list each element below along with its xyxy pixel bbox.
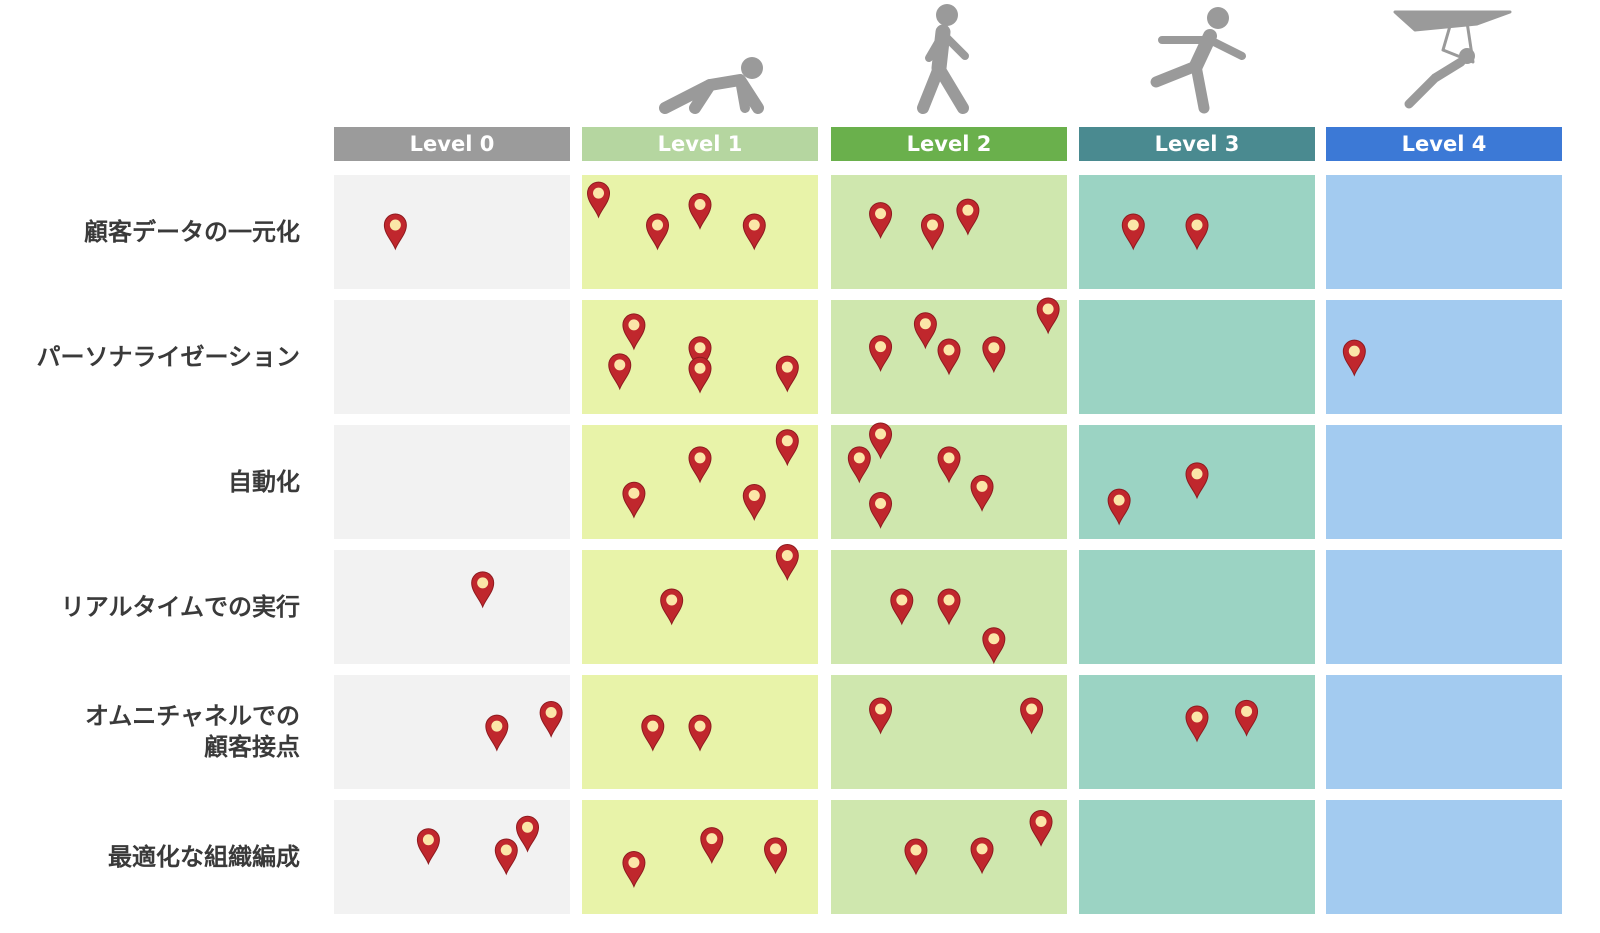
pin-r4-c2-5 — [1020, 697, 1044, 735]
pin-r2-c2-6 — [937, 446, 961, 484]
hang-glider-icon — [1393, 10, 1512, 109]
pin-r4-c1-2 — [641, 714, 665, 752]
pin-r2-c3-9 — [1107, 488, 1131, 526]
pin-r2-c1-0 — [622, 481, 646, 519]
level-header-1: Level 1 — [582, 127, 818, 161]
pin-r3-c2-3 — [890, 588, 914, 626]
pin-r1-c2-5 — [869, 335, 893, 373]
row-label-line: 最適化な組織編成 — [108, 842, 300, 871]
pin-r1-c1-0 — [622, 313, 646, 351]
pin-r5-c1-3 — [622, 851, 646, 888]
cell-r5-c2 — [831, 800, 1067, 914]
cell-r1-c4 — [1326, 300, 1562, 414]
pin-r0-c1-4 — [742, 213, 766, 251]
pin-r1-c2-7 — [937, 338, 961, 376]
pin-r3-c2-5 — [982, 627, 1006, 665]
pin-r1-c1-3 — [688, 356, 712, 394]
cell-r0-c1 — [582, 175, 818, 289]
cell-r0-c2 — [831, 175, 1067, 289]
pin-r4-c3-6 — [1185, 705, 1209, 743]
pin-r3-c0-0 — [471, 571, 495, 609]
row-label-line: パーソナライゼーション — [36, 342, 300, 371]
pin-r1-c1-4 — [775, 355, 799, 393]
pin-r2-c2-8 — [869, 492, 893, 529]
pin-r0-c2-5 — [869, 202, 893, 240]
pin-r2-c2-5 — [869, 422, 893, 460]
pin-r3-c2-4 — [937, 588, 961, 626]
pin-r1-c2-9 — [1036, 297, 1060, 335]
running-person-icon — [1150, 7, 1246, 114]
cell-r3-c4 — [1326, 550, 1562, 664]
pin-r4-c3-7 — [1235, 699, 1259, 737]
pin-r1-c1-1 — [608, 353, 632, 391]
cell-r5-c4 — [1326, 800, 1562, 914]
pin-r2-c2-7 — [970, 474, 994, 512]
pin-r1-c4-10 — [1342, 339, 1366, 377]
pin-r5-c1-5 — [764, 837, 788, 875]
pin-r4-c2-4 — [869, 697, 893, 735]
cell-r0-c4 — [1326, 175, 1562, 289]
level-header-4: Level 4 — [1326, 127, 1562, 161]
pin-r2-c1-1 — [688, 446, 712, 484]
cell-r5-c0 — [334, 800, 570, 914]
cell-r1-c3 — [1079, 300, 1315, 414]
pin-r0-c3-8 — [1121, 213, 1145, 251]
row-label-line: 顧客接点 — [204, 733, 300, 761]
pin-r2-c2-4 — [847, 446, 871, 484]
cell-r0-c0 — [334, 175, 570, 289]
pin-r2-c3-10 — [1185, 462, 1209, 500]
cell-r3-c0 — [334, 550, 570, 664]
pin-r0-c1-2 — [646, 213, 670, 251]
pin-r4-c1-3 — [688, 714, 712, 752]
pin-r0-c1-1 — [587, 181, 611, 219]
pin-r5-c0-0 — [416, 828, 440, 866]
row-label-4: オムニチャネルでの顧客接点 — [0, 675, 300, 789]
cell-r4-c4 — [1326, 675, 1562, 789]
cell-r5-c3 — [1079, 800, 1315, 914]
row-label-3: リアルタイムでの実行 — [0, 550, 300, 664]
row-label-line: オムニチャネルでの — [84, 702, 300, 730]
cell-r3-c3 — [1079, 550, 1315, 664]
pin-r5-c2-7 — [970, 837, 994, 875]
pin-r4-c0-0 — [485, 714, 509, 752]
pin-r1-c1-2 — [688, 336, 712, 374]
level-header-2: Level 2 — [831, 127, 1067, 161]
row-label-1: パーソナライゼーション — [0, 300, 300, 414]
pin-r5-c2-8 — [1029, 810, 1053, 847]
cell-r2-c4 — [1326, 425, 1562, 539]
pin-r5-c2-6 — [904, 838, 928, 876]
pin-r5-c0-1 — [494, 838, 518, 876]
pin-r2-c1-3 — [775, 429, 799, 467]
walking-person-icon — [917, 4, 969, 114]
pin-r0-c1-3 — [688, 193, 712, 230]
row-label-line: リアルタイムでの実行 — [60, 592, 300, 621]
row-label-0: 顧客データの一元化 — [0, 175, 300, 289]
level-header-3: Level 3 — [1079, 127, 1315, 161]
pin-r4-c0-1 — [539, 701, 563, 738]
cell-r4-c2 — [831, 675, 1067, 789]
cell-r2-c0 — [334, 425, 570, 539]
pin-r1-c2-6 — [913, 312, 937, 350]
pin-r3-c1-2 — [775, 544, 799, 581]
pin-r0-c2-7 — [956, 198, 980, 236]
row-label-2: 自動化 — [0, 425, 300, 539]
row-label-line: 顧客データの一元化 — [84, 217, 300, 246]
pin-r0-c2-6 — [920, 213, 944, 251]
cell-r3-c1 — [582, 550, 818, 664]
pin-r1-c2-8 — [982, 336, 1006, 374]
pin-r0-c3-9 — [1185, 213, 1209, 251]
pin-r3-c1-1 — [660, 588, 684, 626]
pin-r5-c0-2 — [516, 815, 540, 853]
pin-r0-c0-0 — [383, 213, 407, 251]
row-label-5: 最適化な組織編成 — [0, 800, 300, 914]
level-header-0: Level 0 — [334, 127, 570, 161]
cell-r4-c0 — [334, 675, 570, 789]
pin-r5-c1-4 — [700, 827, 724, 865]
row-label-line: 自動化 — [228, 467, 300, 496]
crawling-person-icon — [659, 57, 764, 114]
pin-r2-c1-2 — [742, 484, 766, 521]
cell-r1-c0 — [334, 300, 570, 414]
